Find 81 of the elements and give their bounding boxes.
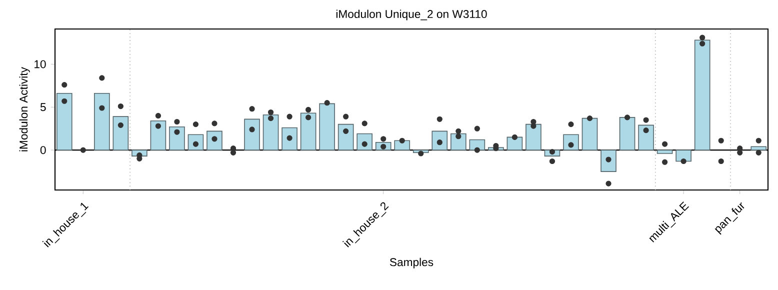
y-tick-label: 0 <box>40 146 46 154</box>
y-tick-label: 10 <box>34 60 46 68</box>
bar <box>432 130 448 150</box>
point <box>718 138 724 144</box>
point <box>662 159 668 165</box>
point <box>530 123 536 129</box>
point <box>362 120 368 126</box>
point <box>80 147 86 153</box>
point <box>606 180 612 186</box>
bar <box>676 150 692 162</box>
point <box>568 122 574 128</box>
point <box>586 116 593 122</box>
point <box>268 109 274 116</box>
point <box>756 150 762 156</box>
point <box>718 158 724 164</box>
bar <box>619 117 636 150</box>
point <box>286 114 292 120</box>
point <box>756 138 762 144</box>
bar <box>582 118 598 150</box>
bar <box>262 114 279 150</box>
point <box>343 114 349 120</box>
point <box>174 118 180 125</box>
bar <box>319 103 335 150</box>
point <box>99 105 105 111</box>
point <box>700 34 706 40</box>
point <box>380 136 386 142</box>
bar <box>656 150 673 154</box>
point <box>99 75 105 81</box>
point <box>62 82 68 88</box>
point <box>474 126 480 132</box>
point <box>456 134 462 140</box>
point <box>343 128 349 134</box>
chart-title: iModulon Unique_2 on W3110 <box>336 10 487 20</box>
point <box>212 120 218 126</box>
point <box>155 112 162 119</box>
bar <box>526 124 542 150</box>
bar <box>638 124 654 150</box>
point <box>192 122 199 128</box>
point <box>268 116 274 122</box>
point <box>643 128 649 134</box>
bar <box>112 116 129 150</box>
point <box>662 141 668 147</box>
point <box>174 129 180 135</box>
point <box>512 134 518 140</box>
point <box>624 114 630 120</box>
point <box>118 122 124 128</box>
point <box>474 147 480 153</box>
point <box>306 106 312 113</box>
point <box>436 116 442 122</box>
point <box>118 103 124 110</box>
point <box>456 128 462 134</box>
point <box>324 100 330 106</box>
bar <box>56 93 72 150</box>
bar <box>150 120 166 150</box>
bar <box>94 93 110 150</box>
bar <box>206 130 222 150</box>
bar <box>600 150 616 172</box>
point <box>700 40 706 46</box>
y-tick-label: 5 <box>40 103 46 112</box>
point <box>643 117 649 123</box>
bar <box>244 118 260 150</box>
point <box>549 158 556 164</box>
bar <box>282 127 298 150</box>
x-axis-title: Samples <box>390 258 434 268</box>
bar <box>338 124 354 150</box>
point <box>249 106 255 112</box>
point <box>62 98 68 104</box>
point <box>680 158 686 164</box>
bar <box>394 140 410 150</box>
bar <box>506 136 523 150</box>
point <box>418 150 424 156</box>
point <box>249 126 255 132</box>
bar <box>300 112 316 150</box>
y-axis-title: iModulon Activity <box>19 67 30 152</box>
point <box>399 138 405 144</box>
point <box>306 114 312 120</box>
point <box>155 123 162 129</box>
bar <box>356 133 372 150</box>
bar <box>694 40 710 150</box>
bar <box>169 126 185 150</box>
bar <box>750 146 767 150</box>
